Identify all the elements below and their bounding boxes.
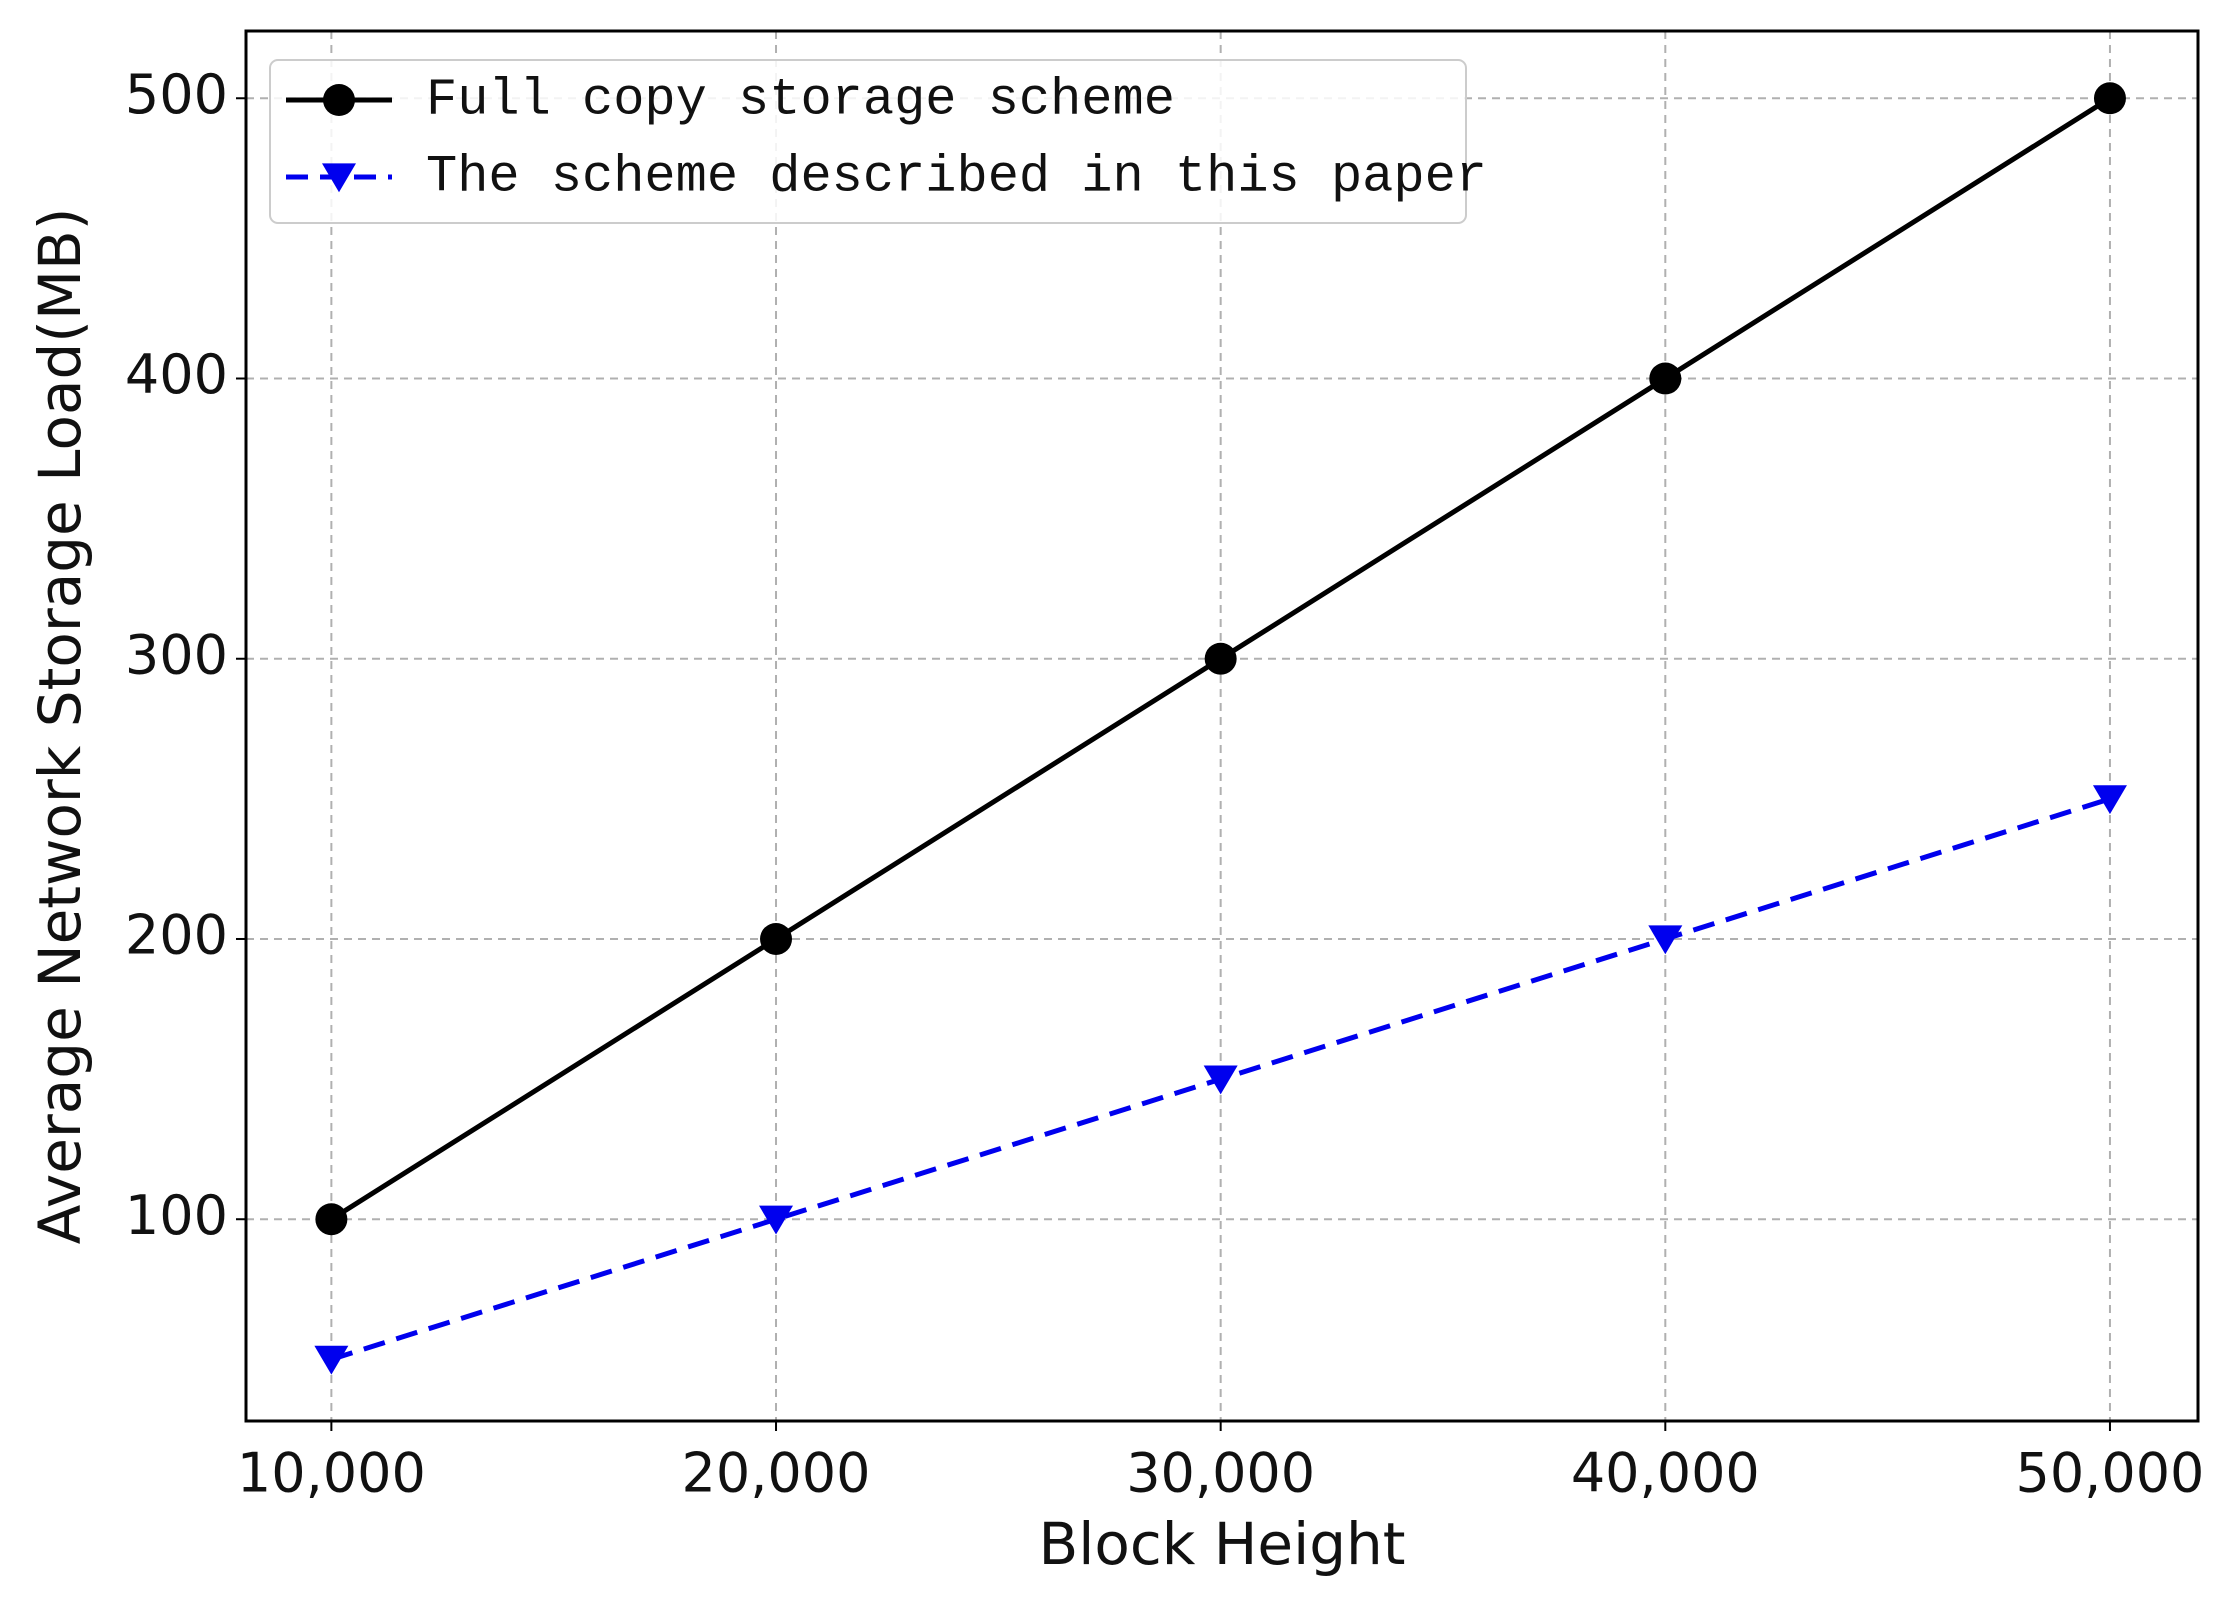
x-axis-label: Block Height: [1038, 1510, 1405, 1578]
legend-label: The scheme described in this paper: [426, 148, 1487, 207]
y-tick-label: 500: [125, 63, 228, 126]
data-point: [2092, 785, 2127, 815]
legend-label: Full copy storage scheme: [426, 71, 1175, 130]
x-tick-label: 50,000: [2015, 1442, 2204, 1505]
x-tick-label: 20,000: [682, 1442, 871, 1505]
y-tick-label: 300: [125, 623, 228, 686]
plot-frame: [244, 29, 2200, 1423]
y-axis-label: Average Network Storage Load(MB): [26, 208, 94, 1245]
legend-box: [269, 59, 1467, 224]
data-point: [315, 1203, 348, 1236]
legend-marker: [323, 84, 355, 116]
x-tick-label: 10,000: [237, 1442, 426, 1505]
data-point: [1648, 925, 1683, 955]
data-point: [759, 1205, 794, 1235]
data-point: [1204, 642, 1237, 675]
data-point: [1649, 362, 1682, 395]
data-point: [1203, 1065, 1238, 1095]
data-point: [2093, 82, 2126, 115]
data-point: [760, 922, 793, 955]
y-tick-label: 400: [125, 343, 228, 406]
y-tick-label: 100: [125, 1184, 228, 1247]
x-tick-label: 40,000: [1571, 1442, 1760, 1505]
x-tick-label: 30,000: [1126, 1442, 1315, 1505]
legend-marker: [322, 163, 356, 193]
data-point: [314, 1345, 349, 1375]
y-tick-label: 200: [125, 904, 228, 967]
